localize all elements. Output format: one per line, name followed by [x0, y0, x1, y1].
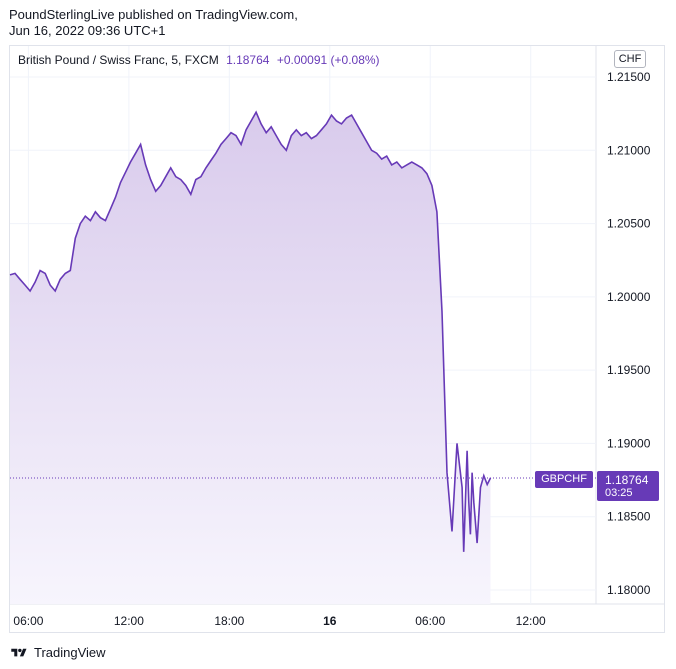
chart-legend: British Pound / Swiss Franc, 5, FXCM 1.1…	[18, 53, 380, 67]
y-tick-label: 1.21500	[607, 70, 651, 84]
y-tick-label: 1.21000	[607, 143, 651, 157]
publisher-line: PoundSterlingLive published on TradingVi…	[9, 7, 298, 22]
legend-last-price: 1.18764	[226, 53, 270, 67]
price-axis[interactable]: 1.21500 1.21000 1.20500 1.20000 1.19500 1.190…	[607, 70, 651, 597]
x-tick-label: 06:00	[415, 614, 445, 628]
tradingview-logo-icon	[11, 648, 27, 656]
y-tick-label: 1.18000	[607, 583, 651, 597]
bar-countdown: 03:25	[605, 487, 633, 499]
last-price-value: 1.18764	[605, 473, 649, 487]
y-tick-label: 1.20000	[607, 290, 651, 304]
y-tick-label: 1.18500	[607, 510, 651, 524]
price-area	[10, 112, 491, 604]
x-tick-label: 12:00	[516, 614, 546, 628]
x-tick-label: 16	[323, 614, 337, 628]
ticker-tag: GBPCHF	[535, 471, 593, 488]
legend-change: +0.00091 (+0.08%)	[276, 53, 380, 67]
price-line	[9, 110, 492, 552]
y-tick-label: 1.19000	[607, 436, 651, 450]
x-tick-label: 18:00	[214, 614, 244, 628]
symbol-description: British Pound / Swiss Franc, 5, FXCM	[18, 53, 219, 67]
publisher-info: PoundSterlingLive published on TradingVi…	[9, 7, 298, 39]
chart-frame	[9, 45, 665, 633]
footer[interactable]: TradingView	[9, 645, 106, 660]
currency-label[interactable]: CHF	[614, 50, 646, 68]
footer-brand: TradingView	[34, 645, 106, 660]
x-tick-label: 12:00	[114, 614, 144, 628]
y-tick-label: 1.20500	[607, 217, 651, 231]
x-tick-label: 06:00	[13, 614, 43, 628]
y-tick-label: 1.19500	[607, 363, 651, 377]
publish-date: Jun 16, 2022 09:36 UTC+1	[9, 23, 166, 38]
time-axis[interactable]: 06:00 12:00 18:00 16 06:00 12:00	[13, 614, 546, 628]
last-price-tag: 1.18764 03:25	[597, 471, 659, 501]
